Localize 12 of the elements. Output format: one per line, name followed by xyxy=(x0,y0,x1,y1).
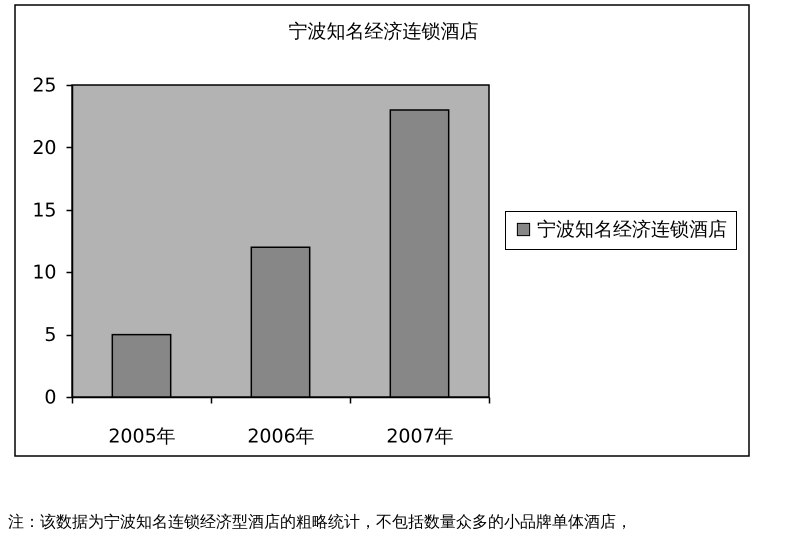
x-tick-label: 2007年 xyxy=(386,426,454,448)
text: 注：该数据为宁波知名连锁经济型酒店的粗略统计，不包括数量众多的小品牌单体酒店， xyxy=(8,512,632,531)
chart-title: 宁波知名经济连锁酒店 xyxy=(288,20,478,42)
y-tick-label: 10 xyxy=(32,262,56,284)
y-tick-label: 20 xyxy=(32,136,56,159)
x-tick-label: 2006年 xyxy=(247,426,315,448)
y-tick-label: 5 xyxy=(44,324,56,346)
y-tick-label: 25 xyxy=(32,74,56,96)
y-tick-label: 15 xyxy=(32,199,56,222)
y-tick-label: 0 xyxy=(44,386,56,408)
x-tick-label: 2005年 xyxy=(108,426,176,448)
legend-label: 宁波知名经济连锁酒店 xyxy=(537,218,727,240)
